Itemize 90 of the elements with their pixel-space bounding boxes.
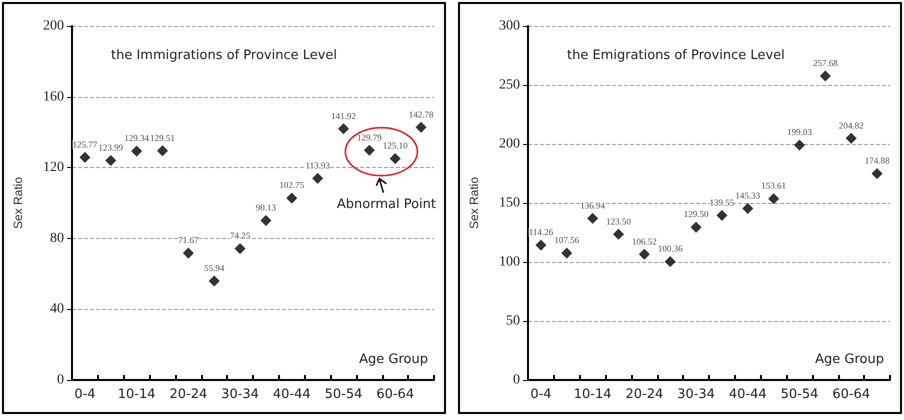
data-label: 113.93 xyxy=(305,160,330,170)
point xyxy=(182,248,194,259)
point xyxy=(535,240,546,251)
point xyxy=(768,193,780,204)
point xyxy=(338,123,349,134)
x-tick-label: 40-44 xyxy=(272,387,311,402)
data-label: 106.52 xyxy=(632,236,657,246)
data-label: 136.94 xyxy=(580,200,606,210)
y-axis-title: Sex Ratio xyxy=(467,176,481,230)
data-label: 71.67 xyxy=(178,235,199,246)
point xyxy=(312,172,324,184)
point xyxy=(390,153,401,164)
y-tick-label: 160 xyxy=(43,89,64,104)
data-label: 123.99 xyxy=(98,142,124,153)
data-label: 90.13 xyxy=(256,202,277,212)
data-label: 107.56 xyxy=(554,235,580,246)
y-tick-label: 100 xyxy=(499,254,520,270)
data-label: 153.61 xyxy=(761,180,786,191)
y-tick-label: 200 xyxy=(43,18,64,34)
annotation: Abnormal Point xyxy=(336,196,436,212)
y-tick-label: 80 xyxy=(50,230,64,246)
y-tick-label: 0 xyxy=(57,372,64,388)
text: the Emigrations of Province Level xyxy=(567,48,785,63)
x-tick-label: 10-14 xyxy=(118,387,156,402)
x-tick-label: 60-64 xyxy=(376,387,414,402)
x-tick-label: 30-34 xyxy=(221,387,259,402)
x-tick-label: 20-24 xyxy=(169,387,208,402)
x-tick-label: 50-54 xyxy=(324,387,362,402)
point xyxy=(742,203,754,214)
x-tick-label: 40-44 xyxy=(728,387,767,402)
point xyxy=(260,214,272,226)
point xyxy=(820,70,831,82)
point xyxy=(846,132,857,144)
data-label: 114.26 xyxy=(528,227,554,238)
point xyxy=(638,248,650,260)
point xyxy=(157,145,168,156)
data-label: 125.10 xyxy=(382,140,408,151)
data-label: 74.25 xyxy=(230,230,251,241)
data-label: 257.68 xyxy=(812,58,838,68)
x-tick-label: 50-54 xyxy=(780,387,818,402)
data-label: 142.78 xyxy=(408,109,434,120)
point xyxy=(286,192,298,204)
data-label: 123.50 xyxy=(606,216,632,226)
x-tick-label: 30-34 xyxy=(677,387,715,402)
data-label: 199.03 xyxy=(787,127,812,138)
point xyxy=(690,222,702,233)
data-label: 125.77 xyxy=(72,139,98,150)
y-tick-label: 40 xyxy=(50,302,64,317)
data-label: 141.92 xyxy=(331,110,356,121)
y-tick-label: 300 xyxy=(499,18,520,34)
data-label: 129.34 xyxy=(124,133,150,144)
y-tick-label: 120 xyxy=(43,160,64,176)
y-axis-title: Sex Ratio xyxy=(11,176,25,230)
data-label: 55.94 xyxy=(204,262,225,273)
data-label: 145.33 xyxy=(735,190,761,201)
point xyxy=(587,212,598,224)
point xyxy=(208,275,220,286)
x-tick-label: 10-14 xyxy=(574,387,612,402)
point xyxy=(105,155,116,166)
x-tick-label: 20-24 xyxy=(625,387,664,402)
point xyxy=(794,140,805,151)
data-label: 129.51 xyxy=(150,132,175,143)
point xyxy=(234,243,246,254)
x-tick-label: 0-4 xyxy=(74,387,96,402)
point xyxy=(664,256,676,268)
text: the Immigrations of Province Level xyxy=(111,48,338,63)
point xyxy=(613,228,624,240)
data-label: 139.55 xyxy=(710,197,735,208)
y-tick-label: 250 xyxy=(499,78,520,92)
y-tick-label: 200 xyxy=(499,136,520,152)
point xyxy=(364,144,375,156)
x-tick-label: 60-64 xyxy=(832,387,870,402)
point xyxy=(716,210,728,221)
point xyxy=(872,168,883,180)
y-tick-label: 150 xyxy=(499,196,520,210)
point xyxy=(561,248,572,259)
x-axis-title: Age Group xyxy=(359,352,428,367)
x-axis-title: Age Group xyxy=(815,352,884,367)
y-tick-label: 0 xyxy=(513,372,520,388)
point xyxy=(131,146,142,157)
x-tick-label: 0-4 xyxy=(530,387,552,402)
data-label: 102.75 xyxy=(279,180,305,190)
data-label: 129.79 xyxy=(356,132,382,142)
data-label: 129.50 xyxy=(684,209,709,220)
y-tick-label: 50 xyxy=(506,314,520,328)
point xyxy=(416,122,427,133)
point xyxy=(79,152,90,163)
data-label: 204.82 xyxy=(838,120,864,130)
data-label: 100.36 xyxy=(658,244,684,254)
data-label: 174.88 xyxy=(864,156,890,166)
